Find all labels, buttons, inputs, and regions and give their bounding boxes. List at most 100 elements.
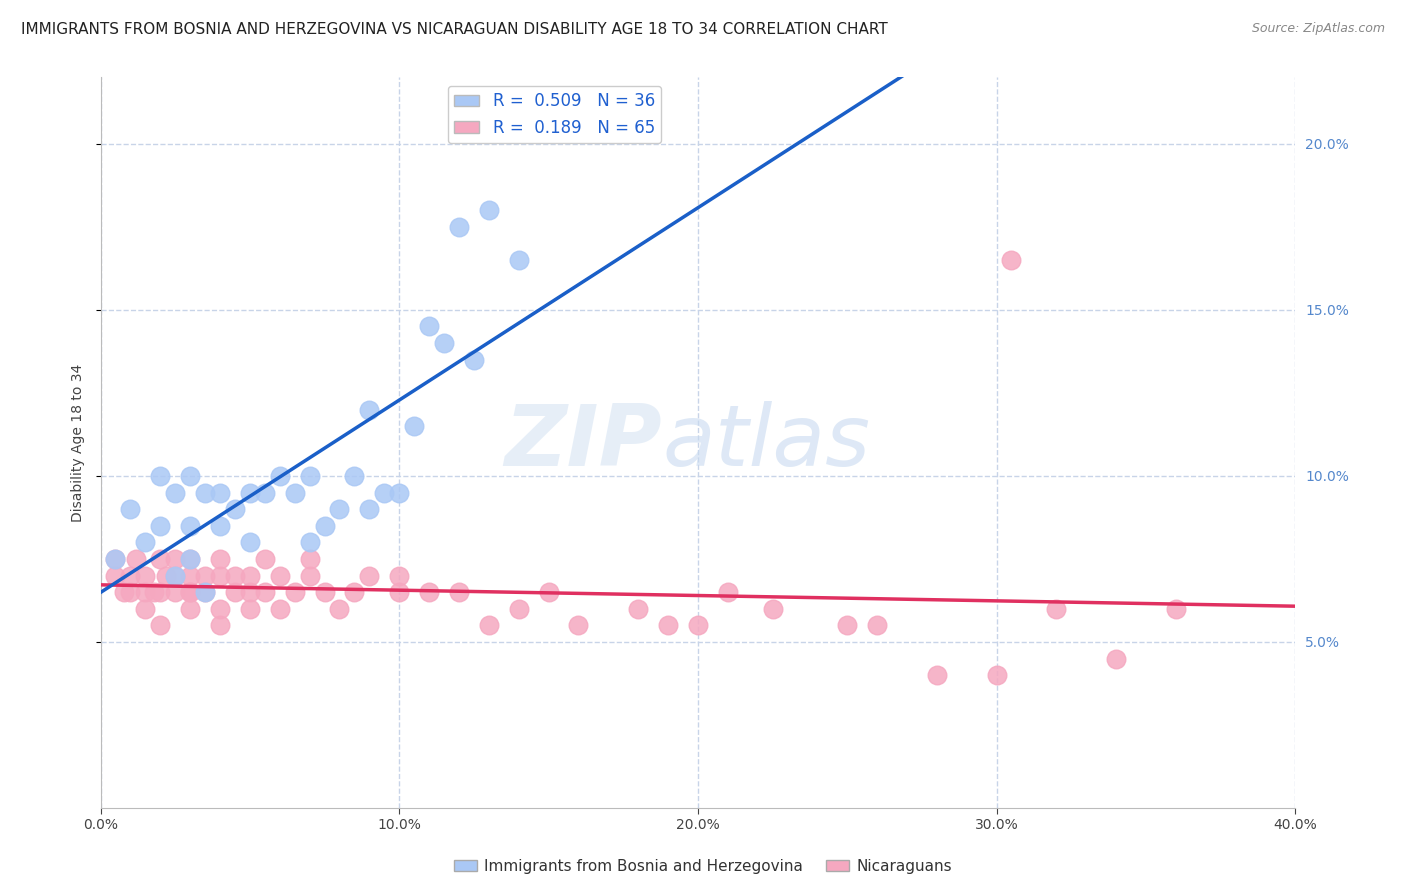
Point <box>298 469 321 483</box>
Point <box>179 469 201 483</box>
Point <box>418 319 440 334</box>
Point <box>165 585 187 599</box>
Point <box>314 518 336 533</box>
Point <box>179 552 201 566</box>
Point <box>404 419 426 434</box>
Point <box>194 568 217 582</box>
Point <box>537 585 560 599</box>
Point <box>165 568 187 582</box>
Point <box>284 485 307 500</box>
Point <box>208 618 231 632</box>
Point <box>418 585 440 599</box>
Point <box>239 585 262 599</box>
Point <box>224 585 246 599</box>
Point <box>359 402 381 417</box>
Point <box>239 568 262 582</box>
Point <box>179 585 201 599</box>
Point <box>155 568 177 582</box>
Point <box>447 585 470 599</box>
Point <box>179 568 201 582</box>
Legend: R =  0.509   N = 36, R =  0.189   N = 65: R = 0.509 N = 36, R = 0.189 N = 65 <box>447 86 661 144</box>
Point <box>112 585 135 599</box>
Point <box>208 568 231 582</box>
Point <box>253 552 276 566</box>
Point <box>343 469 366 483</box>
Text: IMMIGRANTS FROM BOSNIA AND HERZEGOVINA VS NICARAGUAN DISABILITY AGE 18 TO 34 COR: IMMIGRANTS FROM BOSNIA AND HERZEGOVINA V… <box>21 22 887 37</box>
Point <box>149 518 172 533</box>
Point <box>508 601 530 615</box>
Legend: Immigrants from Bosnia and Herzegovina, Nicaraguans: Immigrants from Bosnia and Herzegovina, … <box>447 853 959 880</box>
Point <box>388 585 411 599</box>
Point <box>284 585 307 599</box>
Point <box>224 502 246 516</box>
Point <box>194 485 217 500</box>
Point <box>1105 651 1128 665</box>
Point <box>165 568 187 582</box>
Point <box>149 552 172 566</box>
Point <box>925 668 948 682</box>
Point <box>179 518 201 533</box>
Point <box>104 552 127 566</box>
Point <box>120 585 142 599</box>
Point <box>165 485 187 500</box>
Point <box>328 502 350 516</box>
Point <box>179 552 201 566</box>
Point <box>104 552 127 566</box>
Point <box>134 585 156 599</box>
Point <box>194 585 217 599</box>
Point <box>134 601 156 615</box>
Point <box>239 485 262 500</box>
Point <box>239 601 262 615</box>
Point <box>343 585 366 599</box>
Point <box>373 485 395 500</box>
Point <box>125 552 148 566</box>
Point <box>478 203 501 218</box>
Point <box>686 618 709 632</box>
Point <box>388 485 411 500</box>
Point <box>298 535 321 549</box>
Text: Source: ZipAtlas.com: Source: ZipAtlas.com <box>1251 22 1385 36</box>
Point <box>224 568 246 582</box>
Point <box>120 502 142 516</box>
Y-axis label: Disability Age 18 to 34: Disability Age 18 to 34 <box>72 364 86 522</box>
Point <box>433 336 456 351</box>
Point <box>657 618 679 632</box>
Point <box>986 668 1008 682</box>
Point <box>134 568 156 582</box>
Point <box>1164 601 1187 615</box>
Point <box>269 568 291 582</box>
Point <box>1000 253 1022 268</box>
Point <box>179 601 201 615</box>
Point <box>208 552 231 566</box>
Point <box>314 585 336 599</box>
Point <box>388 568 411 582</box>
Point <box>359 568 381 582</box>
Point <box>134 535 156 549</box>
Point <box>208 601 231 615</box>
Point <box>253 585 276 599</box>
Point <box>761 601 783 615</box>
Point <box>149 469 172 483</box>
Point <box>149 618 172 632</box>
Point <box>508 253 530 268</box>
Point <box>269 469 291 483</box>
Point <box>837 618 859 632</box>
Point <box>269 601 291 615</box>
Point <box>866 618 889 632</box>
Point <box>298 568 321 582</box>
Point <box>149 585 172 599</box>
Point <box>179 585 201 599</box>
Point <box>447 219 470 234</box>
Point <box>104 568 127 582</box>
Point <box>359 502 381 516</box>
Point <box>627 601 650 615</box>
Point <box>298 552 321 566</box>
Point <box>328 601 350 615</box>
Point <box>567 618 589 632</box>
Point <box>208 518 231 533</box>
Point <box>1045 601 1067 615</box>
Point <box>143 585 166 599</box>
Point <box>717 585 740 599</box>
Point <box>165 552 187 566</box>
Point <box>194 585 217 599</box>
